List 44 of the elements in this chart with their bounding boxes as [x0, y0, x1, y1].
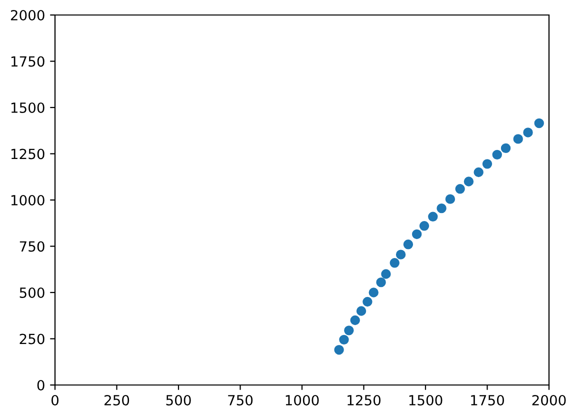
point [500, 143, 511, 154]
point [436, 203, 446, 214]
point [381, 269, 391, 279]
y-tick-label: 1500 [11, 102, 44, 113]
x-tick-label: 0 [51, 394, 58, 406]
x-tick-label: 1000 [286, 394, 319, 406]
y-tick-label: 750 [20, 241, 44, 252]
point [482, 159, 492, 169]
point [492, 150, 502, 160]
point [376, 277, 386, 288]
x-tick-label: 1250 [348, 394, 380, 406]
x-tick-label: 2000 [532, 394, 566, 406]
x-tick-label: 750 [228, 394, 253, 406]
point [474, 167, 484, 178]
point [403, 240, 414, 250]
point [334, 344, 344, 355]
x-tick-label: 250 [104, 394, 130, 406]
y-tick-label: 1250 [11, 148, 44, 160]
y-tick-label: 1000 [11, 194, 44, 206]
point [534, 118, 544, 128]
y-tick-label: 250 [20, 334, 44, 344]
point [344, 326, 354, 336]
point [513, 134, 523, 144]
point [362, 296, 372, 307]
y-tick-label: 1750 [11, 56, 44, 67]
point [419, 221, 430, 231]
x-tick-label: 1750 [471, 394, 504, 406]
point [523, 128, 533, 138]
y-tick-label: 2000 [10, 10, 44, 20]
point [368, 288, 378, 298]
y-tick-label: 0 [37, 380, 44, 390]
y-tick-label: 500 [20, 287, 44, 298]
point [356, 306, 366, 316]
point [464, 176, 474, 186]
point [339, 334, 349, 345]
point [455, 184, 465, 194]
point [445, 194, 456, 204]
point [428, 212, 438, 222]
x-tick-label: 500 [166, 394, 191, 406]
point [350, 315, 360, 326]
x-tick-label: 1500 [409, 394, 442, 406]
point [412, 229, 422, 240]
point [396, 250, 406, 260]
point [390, 258, 400, 268]
